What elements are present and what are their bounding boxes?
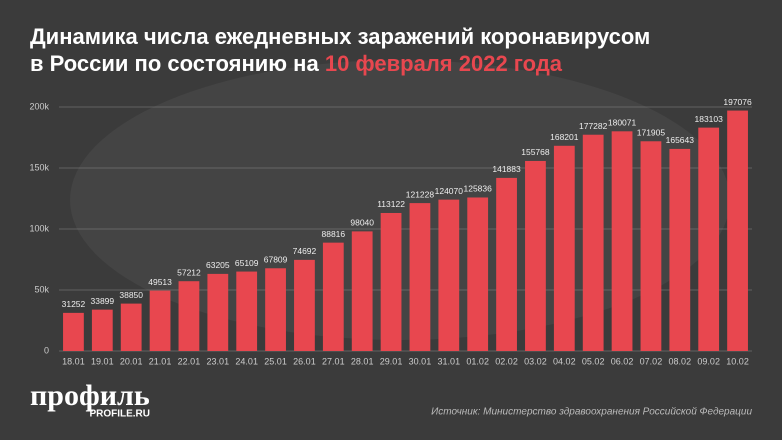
x-tick-label: 02.02	[495, 356, 518, 366]
value-label: 98040	[350, 218, 374, 228]
value-label: 155768	[521, 147, 550, 157]
value-label: 33899	[90, 296, 114, 306]
y-tick-label: 0	[44, 345, 49, 355]
logo: профиль	[30, 379, 150, 412]
bar	[207, 273, 229, 351]
bar	[91, 309, 113, 351]
value-label: 74692	[293, 246, 317, 256]
x-tick-label: 08.02	[669, 356, 692, 366]
value-label: 113122	[377, 199, 405, 209]
bar	[467, 197, 489, 351]
x-tick-label: 06.02	[611, 356, 634, 366]
bar	[120, 303, 142, 351]
x-tick-label: 19.01	[91, 356, 114, 366]
value-label: 125836	[464, 184, 493, 194]
value-label: 183103	[695, 114, 724, 124]
value-label: 180071	[608, 118, 637, 128]
y-tick-label: 100k	[29, 223, 49, 233]
bar	[496, 177, 517, 351]
value-label: 197076	[723, 97, 752, 107]
bar	[63, 312, 84, 351]
value-label: 67809	[264, 255, 288, 265]
bar	[351, 231, 373, 351]
value-label: 88816	[321, 229, 345, 239]
x-tick-label: 31.01	[438, 356, 461, 366]
bar	[525, 160, 546, 351]
y-tick-label: 50k	[34, 284, 49, 294]
bar	[640, 141, 662, 351]
logo-site: PROFILE.RU	[89, 409, 150, 420]
value-label: 141883	[492, 164, 521, 174]
x-tick-label: 18.01	[62, 356, 85, 366]
value-label: 57212	[177, 267, 201, 277]
x-tick-label: 05.02	[582, 356, 605, 366]
value-label: 49513	[148, 277, 172, 287]
value-label: 121228	[406, 189, 435, 199]
x-tick-label: 03.02	[524, 356, 547, 366]
y-tick-label: 200k	[29, 101, 49, 111]
x-tick-label: 28.01	[351, 356, 374, 366]
x-tick-label: 27.01	[322, 356, 345, 366]
x-tick-label: 10.02	[726, 356, 749, 366]
x-tick-label: 24.01	[235, 356, 258, 366]
x-tick-label: 09.02	[697, 356, 720, 366]
x-tick-label: 30.01	[409, 356, 432, 366]
bar	[698, 127, 720, 351]
bar	[322, 242, 344, 351]
bar	[438, 199, 460, 351]
chart-title: в России по состоянию на 10 февраля 2022…	[30, 51, 563, 76]
bar	[265, 268, 286, 351]
x-tick-label: 26.01	[293, 356, 316, 366]
value-label: 168201	[550, 132, 579, 142]
value-label: 171905	[637, 128, 666, 138]
bar	[149, 290, 171, 351]
bar	[236, 271, 258, 351]
value-label: 38850	[119, 290, 143, 300]
x-tick-label: 23.01	[207, 356, 230, 366]
title-date: 10 февраля 2022 года	[325, 51, 563, 76]
bar	[727, 110, 748, 351]
bar	[380, 212, 402, 351]
value-label: 31252	[62, 299, 86, 309]
x-tick-label: 20.01	[120, 356, 143, 366]
title-line: в России по состоянию на	[30, 51, 319, 76]
bar	[178, 281, 200, 351]
chart-title: Динамика числа ежедневных заражений коро…	[30, 24, 650, 49]
value-label: 65109	[235, 258, 259, 268]
value-label: 177282	[579, 121, 608, 131]
x-tick-label: 25.01	[264, 356, 287, 366]
bar	[409, 203, 431, 351]
x-tick-label: 04.02	[553, 356, 576, 366]
x-tick-label: 29.01	[380, 356, 403, 366]
x-tick-label: 21.01	[149, 356, 172, 366]
bar	[294, 259, 315, 351]
value-label: 124070	[435, 186, 464, 196]
value-label: 63205	[206, 260, 230, 270]
bar	[553, 145, 575, 351]
x-tick-label: 01.02	[466, 356, 489, 366]
bar	[611, 131, 633, 351]
bar	[582, 134, 604, 351]
x-tick-label: 22.01	[178, 356, 201, 366]
source: Источник: Министерство здравоохранения Р…	[431, 407, 752, 418]
x-tick-label: 07.02	[640, 356, 663, 366]
value-label: 165643	[666, 135, 695, 145]
bar	[669, 148, 691, 351]
y-tick-label: 150k	[29, 162, 49, 172]
